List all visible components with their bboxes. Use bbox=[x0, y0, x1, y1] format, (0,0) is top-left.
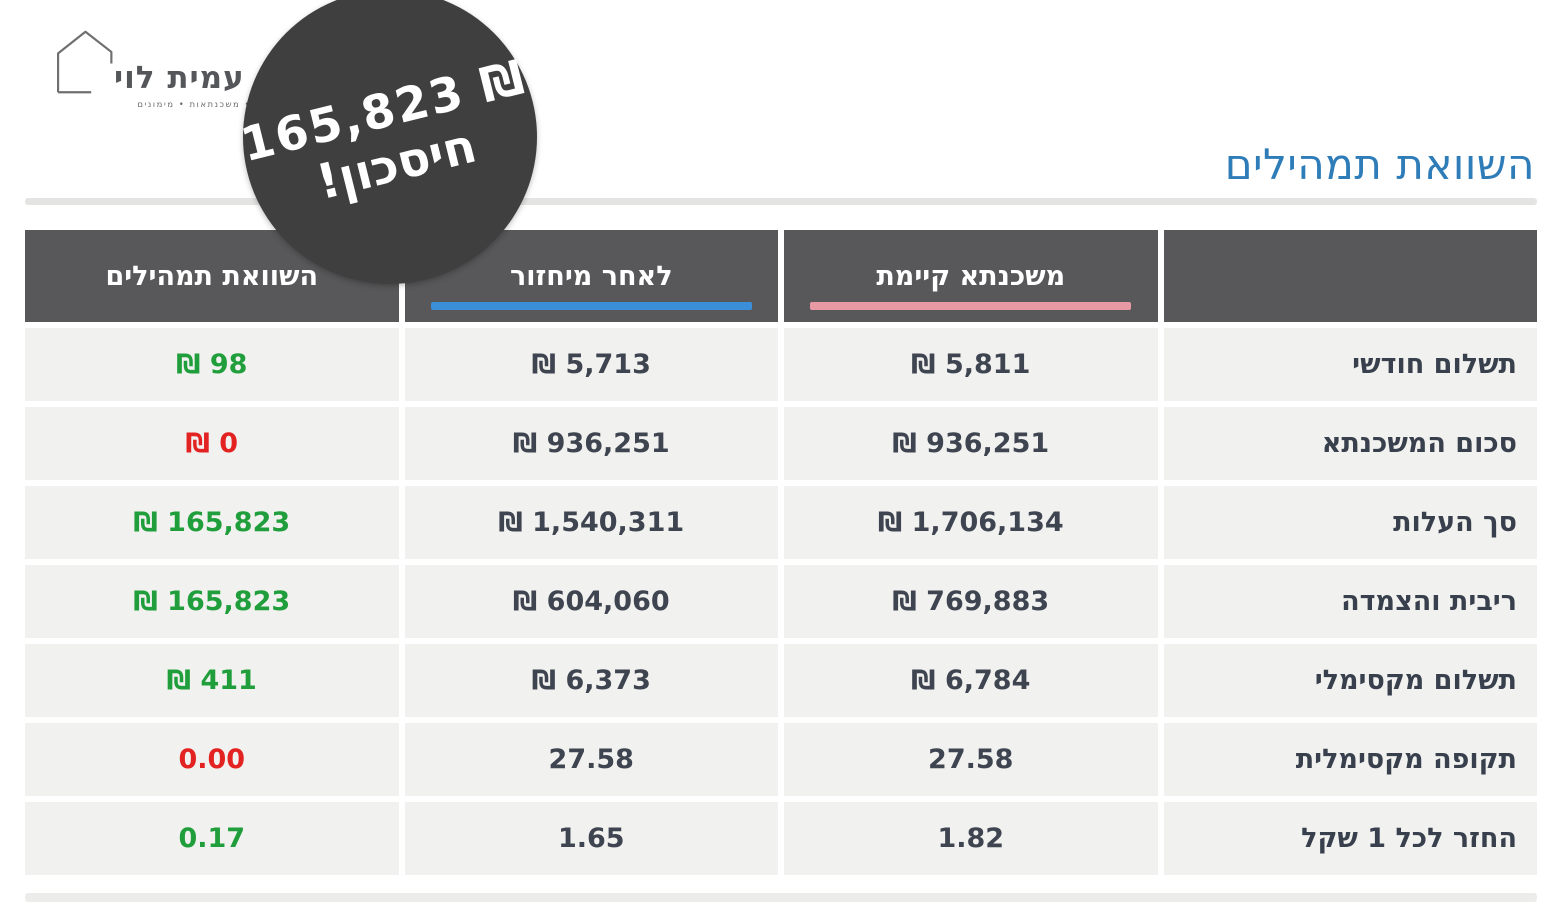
cell-comparison: ₪ 165,823 bbox=[25, 486, 399, 559]
cell-after: 1.65 bbox=[404, 802, 778, 875]
cell-comparison: 0.00 bbox=[25, 723, 399, 796]
header-existing-label: משכנתא קיימת bbox=[876, 260, 1066, 292]
cell-existing: 1.82 bbox=[784, 802, 1158, 875]
cell-comparison: ₪ 0 bbox=[25, 407, 399, 480]
row-label: תקופה מקסימלית bbox=[1163, 723, 1537, 796]
cell-after: ₪ 5,713 bbox=[404, 328, 778, 401]
page-title: השוואת תמהילים bbox=[1224, 140, 1535, 189]
company-tagline: ליווי • משכנתאות • מימונים bbox=[137, 100, 276, 110]
header-after-refinance: לאחר מיחזור bbox=[404, 230, 778, 322]
header-existing-mortgage: משכנתא קיימת bbox=[784, 230, 1158, 322]
cell-existing: ₪ 6,784 bbox=[784, 644, 1158, 717]
cell-existing: 27.58 bbox=[784, 723, 1158, 796]
row-label: החזר לכל 1 שקל bbox=[1163, 802, 1537, 875]
cell-after: ₪ 936,251 bbox=[404, 407, 778, 480]
after-underline-bar bbox=[430, 302, 752, 310]
row-label: סכום המשכנתא bbox=[1163, 407, 1537, 480]
cell-after: 27.58 bbox=[404, 723, 778, 796]
cell-comparison: 0.17 bbox=[25, 802, 399, 875]
company-logo: עמית לוי ליווי • משכנתאות • מימונים bbox=[48, 26, 278, 110]
cell-after: ₪ 1,540,311 bbox=[404, 486, 778, 559]
cell-comparison: ₪ 165,823 bbox=[25, 565, 399, 638]
row-label: תשלום מקסימלי bbox=[1163, 644, 1537, 717]
cell-comparison: ₪ 411 bbox=[25, 644, 399, 717]
cell-existing: ₪ 5,811 bbox=[784, 328, 1158, 401]
cell-after: ₪ 604,060 bbox=[404, 565, 778, 638]
cell-existing: ₪ 769,883 bbox=[784, 565, 1158, 638]
header-row-labels bbox=[1163, 230, 1537, 322]
savings-badge: 165,823 ₪ חיסכון! bbox=[235, 0, 537, 284]
cell-comparison: ₪ 98 bbox=[25, 328, 399, 401]
row-label: ריבית והצמדה bbox=[1163, 565, 1537, 638]
title-divider bbox=[25, 198, 1537, 205]
cell-after: ₪ 6,373 bbox=[404, 644, 778, 717]
row-label: סך העלות bbox=[1163, 486, 1537, 559]
header-after-label: לאחר מיחזור bbox=[509, 260, 673, 292]
cell-existing: ₪ 1,706,134 bbox=[784, 486, 1158, 559]
comparison-table: משכנתא קיימת לאחר מיחזור השוואת תמהילים … bbox=[25, 230, 1537, 875]
cell-existing: ₪ 936,251 bbox=[784, 407, 1158, 480]
existing-underline-bar bbox=[810, 302, 1132, 310]
company-name: עמית לוי bbox=[114, 60, 245, 96]
bottom-divider bbox=[25, 893, 1537, 902]
house-icon bbox=[57, 30, 113, 94]
row-label: תשלום חודשי bbox=[1163, 328, 1537, 401]
